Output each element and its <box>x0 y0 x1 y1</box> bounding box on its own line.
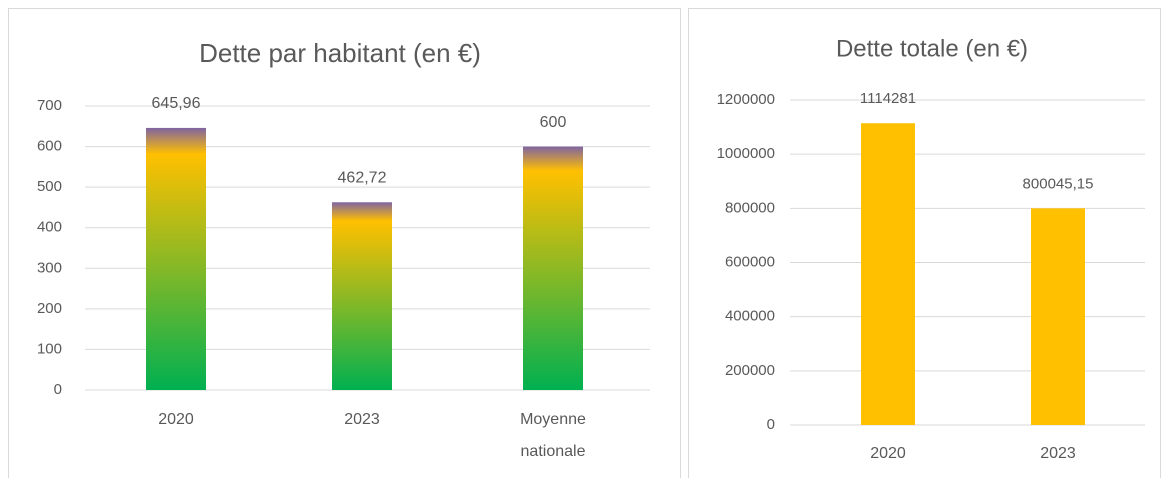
x-tick-label: 2020 <box>870 445 906 462</box>
x-tick-label: 2023 <box>344 411 380 428</box>
bar <box>861 123 915 425</box>
x-tick-label: Moyenne nationale <box>520 411 586 460</box>
bar <box>523 146 583 390</box>
y-tick-label: 1200000 <box>717 91 775 108</box>
y-tick-label: 400 <box>37 219 62 236</box>
y-tick-label: 600 <box>37 138 62 155</box>
bar <box>1031 208 1085 425</box>
y-tick-label: 100 <box>37 340 62 357</box>
y-tick-label: 500 <box>37 178 62 195</box>
y-tick-label: 1000000 <box>717 145 775 162</box>
data-label: 645,96 <box>152 95 201 112</box>
y-tick-label: 200 <box>37 300 62 317</box>
y-tick-label: 0 <box>767 416 775 433</box>
y-tick-label: 700 <box>37 97 62 114</box>
y-tick-label: 400000 <box>725 308 775 325</box>
y-tick-label: 200000 <box>725 362 775 379</box>
bar <box>332 202 392 390</box>
panel <box>688 8 1161 478</box>
bar <box>146 127 206 390</box>
data-label: 1114281 <box>860 90 916 107</box>
data-label: 600 <box>540 114 567 131</box>
y-tick-label: 300 <box>37 259 62 276</box>
x-tick-label: 2023 <box>1040 445 1076 462</box>
data-label: 800045,15 <box>1023 175 1094 192</box>
data-label: 462,72 <box>338 169 387 186</box>
y-tick-label: 0 <box>54 381 62 398</box>
y-tick-label: 600000 <box>725 253 775 270</box>
chart-title: Dette totale (en €) <box>836 35 1028 62</box>
chart-title: Dette par habitant (en €) <box>199 38 481 68</box>
x-tick-label: 2020 <box>158 411 194 428</box>
y-tick-label: 800000 <box>725 199 775 216</box>
